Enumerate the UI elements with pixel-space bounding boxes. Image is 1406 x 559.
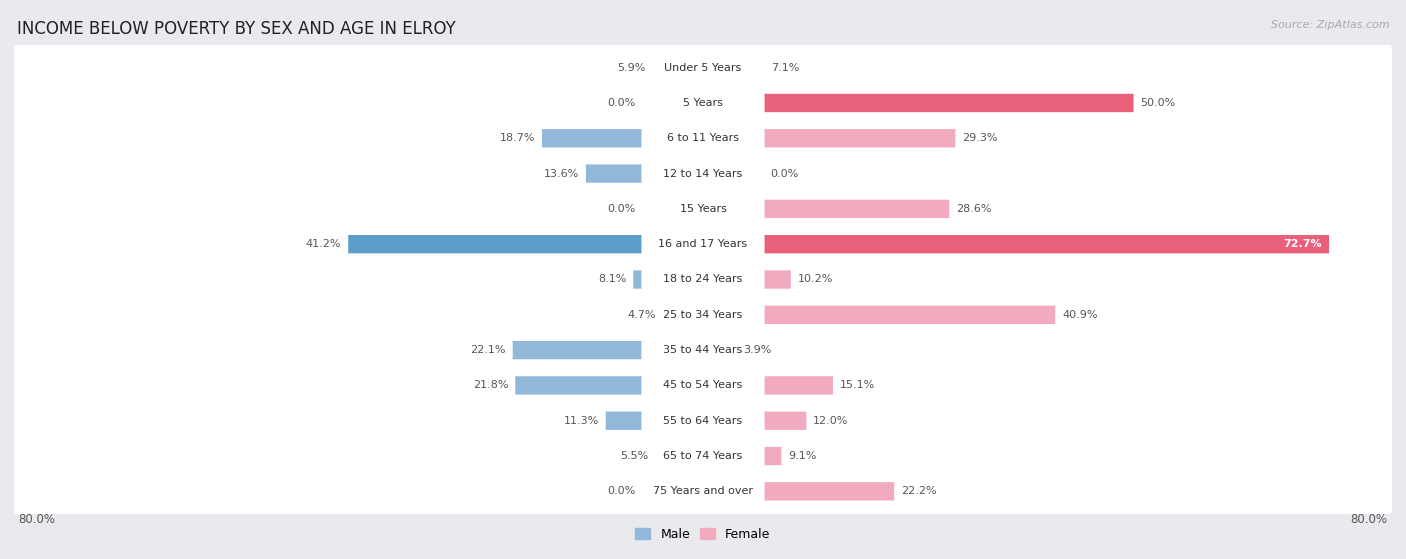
Text: 5.9%: 5.9% [617, 63, 645, 73]
FancyBboxPatch shape [641, 90, 765, 116]
FancyBboxPatch shape [513, 341, 703, 359]
FancyBboxPatch shape [14, 42, 1392, 93]
FancyBboxPatch shape [541, 129, 703, 148]
Text: 80.0%: 80.0% [18, 513, 55, 526]
FancyBboxPatch shape [606, 411, 703, 430]
Text: 13.6%: 13.6% [544, 169, 579, 178]
FancyBboxPatch shape [14, 184, 1392, 234]
Text: 75 Years and over: 75 Years and over [652, 486, 754, 496]
Text: 50.0%: 50.0% [1140, 98, 1175, 108]
Text: 5 Years: 5 Years [683, 98, 723, 108]
FancyBboxPatch shape [641, 55, 765, 80]
Text: 7.1%: 7.1% [770, 63, 800, 73]
Text: 25 to 34 Years: 25 to 34 Years [664, 310, 742, 320]
FancyBboxPatch shape [641, 443, 765, 469]
FancyBboxPatch shape [703, 306, 1056, 324]
FancyBboxPatch shape [14, 466, 1392, 517]
Text: 6 to 11 Years: 6 to 11 Years [666, 133, 740, 143]
FancyBboxPatch shape [703, 235, 1329, 253]
FancyBboxPatch shape [641, 160, 765, 187]
FancyBboxPatch shape [703, 94, 1133, 112]
FancyBboxPatch shape [641, 231, 765, 257]
Text: 18.7%: 18.7% [499, 133, 536, 143]
FancyBboxPatch shape [655, 447, 703, 465]
FancyBboxPatch shape [641, 372, 765, 399]
Text: 12 to 14 Years: 12 to 14 Years [664, 169, 742, 178]
Text: 28.6%: 28.6% [956, 204, 991, 214]
FancyBboxPatch shape [641, 267, 765, 292]
FancyBboxPatch shape [14, 396, 1392, 446]
Text: 80.0%: 80.0% [1351, 513, 1388, 526]
Text: 8.1%: 8.1% [598, 274, 626, 285]
FancyBboxPatch shape [652, 59, 703, 77]
FancyBboxPatch shape [703, 482, 894, 500]
Text: 41.2%: 41.2% [307, 239, 342, 249]
Text: 29.3%: 29.3% [962, 133, 998, 143]
FancyBboxPatch shape [703, 341, 737, 359]
Text: 4.7%: 4.7% [627, 310, 655, 320]
FancyBboxPatch shape [14, 149, 1392, 198]
FancyBboxPatch shape [14, 431, 1392, 481]
Text: 22.1%: 22.1% [470, 345, 506, 355]
FancyBboxPatch shape [515, 376, 703, 395]
FancyBboxPatch shape [641, 408, 765, 434]
FancyBboxPatch shape [14, 361, 1392, 410]
Text: 0.0%: 0.0% [607, 98, 636, 108]
Legend: Male, Female: Male, Female [636, 528, 770, 541]
FancyBboxPatch shape [641, 337, 765, 363]
FancyBboxPatch shape [662, 306, 703, 324]
FancyBboxPatch shape [586, 164, 703, 183]
Text: 35 to 44 Years: 35 to 44 Years [664, 345, 742, 355]
Text: 72.7%: 72.7% [1284, 239, 1322, 249]
Text: INCOME BELOW POVERTY BY SEX AND AGE IN ELROY: INCOME BELOW POVERTY BY SEX AND AGE IN E… [17, 20, 456, 37]
FancyBboxPatch shape [703, 411, 807, 430]
FancyBboxPatch shape [14, 254, 1392, 305]
FancyBboxPatch shape [703, 271, 790, 288]
FancyBboxPatch shape [703, 129, 955, 148]
Text: 40.9%: 40.9% [1062, 310, 1098, 320]
Text: Under 5 Years: Under 5 Years [665, 63, 741, 73]
Text: 55 to 64 Years: 55 to 64 Years [664, 416, 742, 426]
FancyBboxPatch shape [703, 59, 763, 77]
Text: 9.1%: 9.1% [789, 451, 817, 461]
Text: 65 to 74 Years: 65 to 74 Years [664, 451, 742, 461]
FancyBboxPatch shape [641, 196, 765, 222]
FancyBboxPatch shape [703, 200, 949, 218]
Text: 15 Years: 15 Years [679, 204, 727, 214]
FancyBboxPatch shape [641, 125, 765, 151]
FancyBboxPatch shape [14, 290, 1392, 340]
Text: 16 and 17 Years: 16 and 17 Years [658, 239, 748, 249]
Text: 11.3%: 11.3% [564, 416, 599, 426]
Text: 12.0%: 12.0% [813, 416, 849, 426]
Text: 0.0%: 0.0% [770, 169, 799, 178]
Text: 0.0%: 0.0% [607, 486, 636, 496]
FancyBboxPatch shape [349, 235, 703, 253]
FancyBboxPatch shape [703, 447, 782, 465]
Text: 21.8%: 21.8% [472, 381, 509, 390]
FancyBboxPatch shape [641, 479, 765, 504]
Text: 15.1%: 15.1% [839, 381, 875, 390]
FancyBboxPatch shape [14, 325, 1392, 375]
Text: 10.2%: 10.2% [797, 274, 834, 285]
Text: Source: ZipAtlas.com: Source: ZipAtlas.com [1271, 20, 1389, 30]
FancyBboxPatch shape [641, 302, 765, 328]
FancyBboxPatch shape [14, 78, 1392, 128]
FancyBboxPatch shape [14, 113, 1392, 163]
Text: 45 to 54 Years: 45 to 54 Years [664, 381, 742, 390]
FancyBboxPatch shape [14, 219, 1392, 269]
FancyBboxPatch shape [633, 271, 703, 288]
Text: 18 to 24 Years: 18 to 24 Years [664, 274, 742, 285]
Text: 5.5%: 5.5% [620, 451, 648, 461]
Text: 3.9%: 3.9% [744, 345, 772, 355]
Text: 22.2%: 22.2% [901, 486, 936, 496]
Text: 0.0%: 0.0% [607, 204, 636, 214]
FancyBboxPatch shape [703, 376, 832, 395]
